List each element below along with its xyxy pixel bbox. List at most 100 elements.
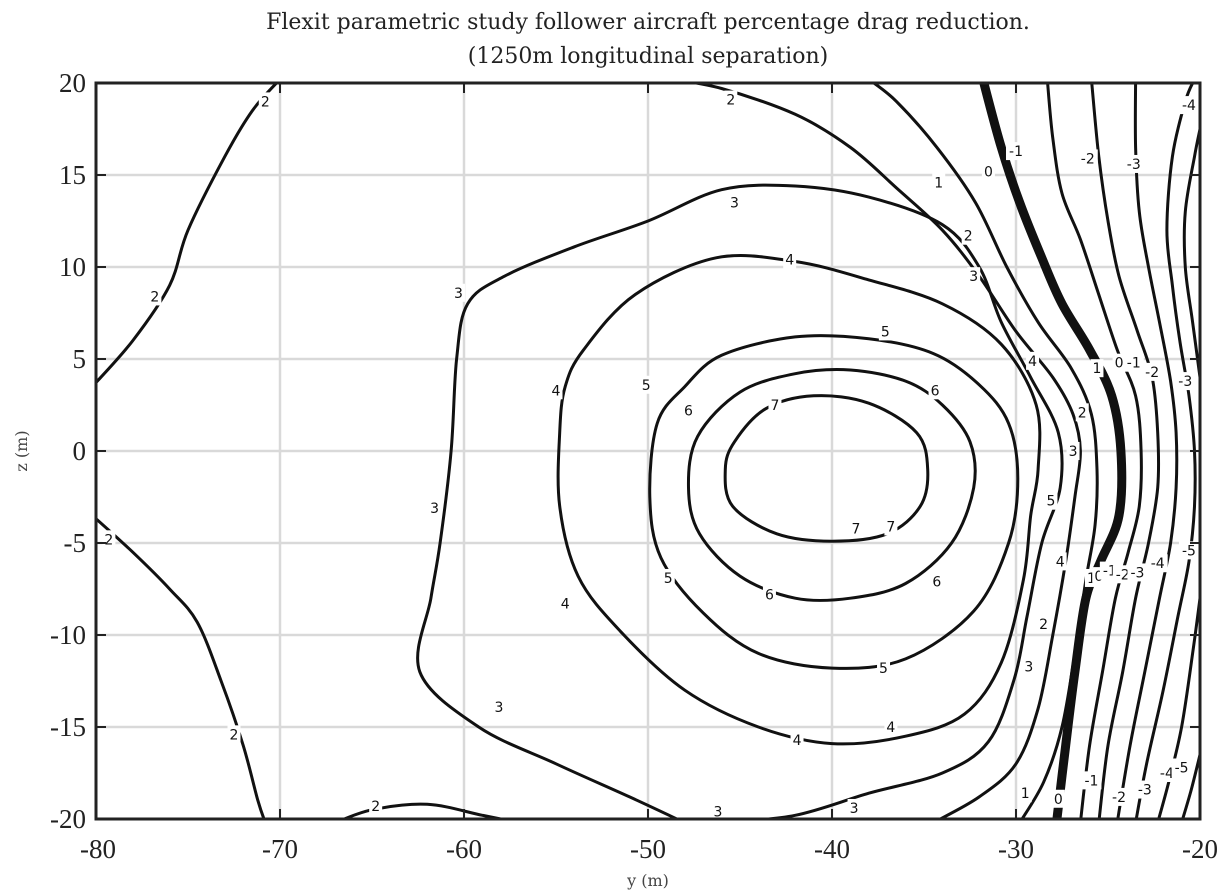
contour-label: 1 [934, 175, 943, 191]
contour-label: 3 [969, 269, 978, 285]
contour-label-bg [981, 162, 995, 181]
contour-line-level-2 [686, 83, 1082, 819]
contour-line-level-0 [979, 83, 1127, 819]
contour-label: -2 [1116, 567, 1130, 583]
contour-label-bg [877, 659, 891, 678]
contour-label-bg [930, 572, 944, 591]
contour-label: -2 [1081, 151, 1095, 167]
contour-label-bg [1127, 563, 1148, 582]
y-tick-label: 5 [73, 344, 87, 374]
contour-label-bg [1026, 351, 1040, 370]
contour-label: 1 [1092, 361, 1101, 377]
contour-label: -4 [1182, 98, 1196, 114]
contour-line-level-2 [96, 516, 266, 819]
chart-subtitle: (1250m longitudinal separation) [468, 44, 828, 69]
contour-label-bg [847, 798, 861, 817]
y-tick-label: -15 [50, 712, 86, 742]
y-tick-label: -20 [50, 804, 86, 834]
contour-label: -2 [1112, 790, 1126, 806]
x-tick-label: -60 [446, 834, 482, 864]
contour-label: 4 [1028, 354, 1037, 370]
contour-label-bg [884, 718, 898, 736]
contour-label: 6 [932, 575, 941, 591]
contour-label: 4 [785, 253, 794, 269]
contour-label: 3 [454, 286, 463, 302]
contour-label-bg [1178, 96, 1199, 115]
contour-label-bg [1134, 780, 1155, 799]
contour-label: 3 [850, 801, 859, 817]
contour-label: 7 [770, 398, 779, 414]
x-tick-label: -70 [262, 834, 298, 864]
contour-label-bg [1081, 771, 1102, 790]
contour-label: 3 [1024, 659, 1033, 675]
contour-label-bg [369, 797, 383, 816]
contour-label: 6 [931, 383, 940, 399]
contour-label: 4 [793, 733, 802, 749]
contour-label-bg [1175, 372, 1196, 391]
contour-line-level-minus-6 [1181, 753, 1200, 819]
contour-label-bg [1066, 442, 1080, 460]
contour-label-bg [727, 193, 741, 212]
contour-label: -3 [1127, 157, 1141, 173]
contour-label: -3 [1138, 783, 1152, 799]
x-tick-label: -30 [998, 834, 1034, 864]
contour-label-bg [1178, 541, 1199, 560]
contour-label-bg [1018, 784, 1032, 803]
contour-label-bg [768, 396, 782, 414]
contour-label-bg [783, 250, 797, 269]
contour-label-bg [1077, 149, 1098, 168]
y-tick-label: 15 [59, 160, 86, 190]
contour-line-level-4 [556, 253, 1042, 746]
contour-label-bg [639, 375, 653, 394]
contour-label-bg [1142, 362, 1163, 381]
contour-label-bg [967, 267, 981, 286]
contour-label: -5 [1182, 543, 1196, 559]
contour-label: -1 [1127, 356, 1141, 372]
contour-label-bg [711, 802, 725, 821]
contour-label-bg [1006, 142, 1026, 161]
contour-label: 6 [765, 588, 774, 604]
y-tick-label: -10 [50, 620, 86, 650]
contour-label: 2 [150, 289, 159, 305]
y-tick-label: 10 [59, 252, 86, 282]
contour-label-bg [227, 725, 241, 744]
contour-label: 1 [1087, 571, 1096, 587]
contour-label: 4 [1056, 554, 1065, 570]
contour-label: 0 [1054, 792, 1063, 808]
contour-label-bg [790, 730, 804, 749]
contour-label: 5 [642, 378, 651, 394]
contour-label-bg [661, 568, 675, 587]
x-axis-label: y (m) [626, 871, 669, 890]
contour-label: 0 [1115, 356, 1124, 372]
contour-line-level-minus-5 [1182, 127, 1200, 379]
contour-label: 7 [886, 519, 895, 535]
contour-label: 5 [664, 571, 673, 587]
grid-lines [96, 83, 1200, 819]
contour-label: 2 [1039, 617, 1048, 633]
contour-line-level-minus-2 [1090, 83, 1161, 819]
contour-label: 6 [684, 404, 693, 420]
contour-label-bg [1147, 554, 1168, 573]
x-tick-label: -50 [630, 834, 666, 864]
contour-label: -2 [1145, 365, 1159, 381]
contour-label-bg [258, 92, 272, 111]
contour-label-bg [1123, 353, 1144, 372]
y-tick-label: 20 [59, 68, 86, 98]
contour-label-bg [549, 381, 563, 400]
contour-label-bg [1051, 789, 1065, 808]
contour-label-bg [1171, 758, 1192, 777]
contour-label: 1 [1021, 786, 1030, 802]
contour-label: 2 [230, 727, 239, 743]
contour-label: 5 [881, 324, 890, 340]
contour-label: 3 [730, 196, 739, 212]
contour-label: 7 [851, 521, 860, 537]
contour-label-bg [1112, 353, 1126, 372]
contour-line-level-minus-3 [1116, 83, 1179, 819]
y-tick-label: -5 [64, 528, 87, 558]
contour-label-bg [1044, 491, 1058, 510]
contour-label: 4 [886, 720, 895, 736]
contour-line-level-5 [648, 334, 1020, 670]
contour-label: -1 [1084, 773, 1098, 789]
contour-label: 5 [1046, 494, 1055, 510]
